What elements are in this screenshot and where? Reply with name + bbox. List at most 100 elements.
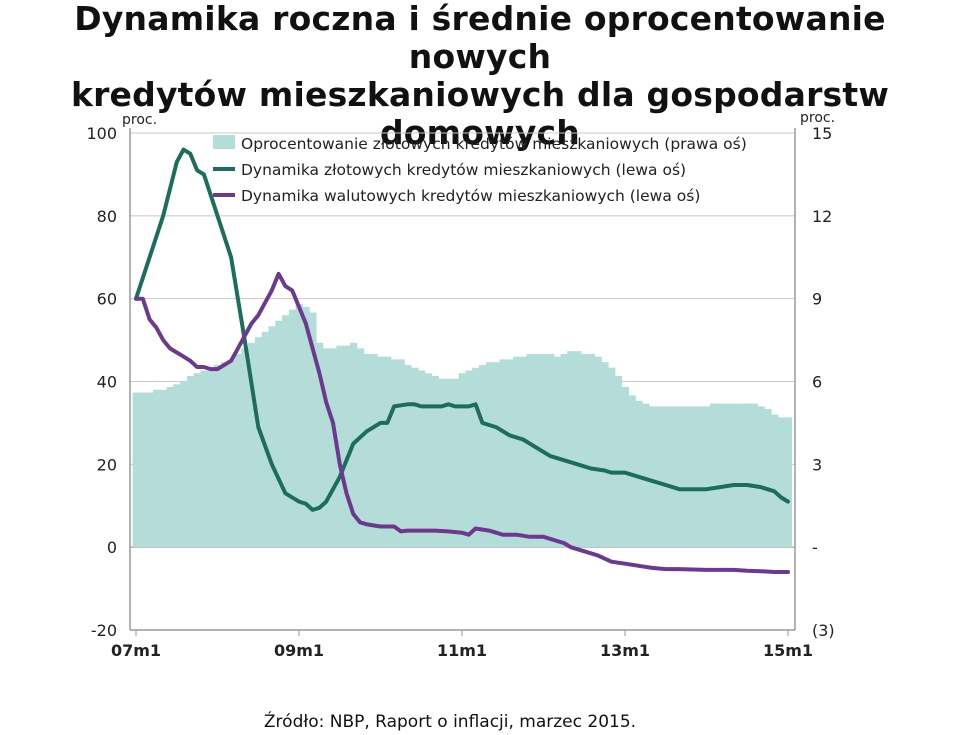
left-tick-label: 20	[97, 455, 117, 474]
area-bar	[309, 312, 317, 548]
line-walutowe-series	[134, 271, 790, 574]
left-tick-label: 40	[97, 373, 117, 392]
left-tick-label: 60	[97, 290, 117, 309]
area-bar	[472, 367, 480, 548]
area-bar	[214, 364, 222, 548]
area-bar	[784, 417, 792, 548]
area-bar	[248, 342, 256, 548]
right-tick-label: 15	[812, 124, 832, 143]
area-bar	[608, 367, 616, 548]
area-bar	[499, 359, 507, 548]
area-bar	[587, 353, 596, 548]
area-bar	[737, 403, 745, 548]
area-bar	[601, 362, 609, 548]
area-bar	[764, 409, 772, 548]
legend-item-zloty: Dynamika złotowych kredytów mieszkaniowy…	[241, 161, 686, 179]
area-bar	[567, 351, 575, 548]
area-bar	[594, 356, 602, 548]
legend-item-oprocentowanie: Oprocentowanie złotowych kredytów mieszk…	[241, 135, 747, 153]
x-tick-label: 15m1	[763, 641, 813, 660]
area-bar	[777, 417, 786, 548]
area-bar	[200, 370, 208, 548]
area-bar	[152, 389, 161, 548]
area-bar	[485, 362, 494, 548]
area-bar	[424, 373, 433, 548]
area-bar	[560, 353, 568, 548]
area-bar	[743, 403, 752, 548]
right-tick-label: 12	[812, 207, 832, 226]
x-tick-label: 09m1	[274, 641, 324, 660]
area-bar	[220, 362, 229, 548]
line-series-group	[134, 147, 790, 574]
area-bar	[166, 387, 174, 548]
left-tick-label: -20	[91, 621, 117, 640]
area-bar	[696, 406, 704, 548]
area-bar	[159, 389, 168, 548]
area-bar	[207, 367, 215, 548]
area-bar	[709, 403, 718, 548]
area-bar	[139, 392, 147, 548]
area-bar	[356, 348, 365, 548]
area-bar	[512, 356, 521, 548]
area-bar	[404, 364, 412, 548]
area-bar	[254, 337, 263, 548]
area-bar	[662, 406, 670, 548]
area-bar	[363, 353, 371, 548]
area-bar	[451, 378, 460, 548]
area-bar	[648, 406, 657, 548]
area-bar	[519, 356, 528, 548]
area-bar	[682, 406, 691, 548]
area-bar	[703, 406, 711, 548]
area-bar	[574, 351, 582, 548]
chart-title-line-1: Dynamika roczna i średnie oprocentowanie…	[74, 0, 886, 76]
area-bar	[458, 373, 466, 548]
area-bar	[621, 387, 629, 548]
area-bar	[322, 348, 331, 548]
area-bar	[186, 375, 195, 548]
chart-title: Dynamika roczna i średnie oprocentowanie…	[0, 0, 960, 152]
area-bar	[716, 403, 725, 548]
area-bar	[302, 306, 310, 548]
right-tick-label: 9	[812, 290, 822, 309]
area-bar	[275, 320, 283, 548]
legend: Oprocentowanie złotowych kredytów mieszk…	[213, 135, 747, 205]
tick-labels-group: 100 80 60 40 20 0 -20 15 12 9 6 3 - (3) proc. proc. 07m1…	[86, 110, 835, 660]
right-tick-label: (3)	[812, 621, 835, 640]
area-bar	[146, 392, 154, 548]
area-bar	[329, 348, 337, 548]
area-bar	[431, 375, 439, 548]
area-bar	[675, 406, 684, 548]
area-bar	[445, 378, 453, 548]
area-bar	[288, 309, 297, 548]
area-bar	[553, 356, 562, 548]
area-bar	[268, 326, 276, 548]
area-bar	[478, 364, 487, 548]
line-zloty-series	[134, 147, 790, 512]
source-note: Źródło: NBP, Raport o inflacji, marzec 2…	[263, 712, 637, 732]
right-tick-label: 3	[812, 455, 822, 474]
x-tick-label: 13m1	[600, 641, 650, 660]
area-bar	[397, 359, 405, 548]
chart-title-line-2: kredytów mieszkaniowych dla gospodarstw …	[70, 75, 890, 152]
area-bar	[336, 345, 344, 548]
area-bar	[669, 406, 677, 548]
legend-item-walutowe: Dynamika walutowych kredytów mieszkaniow…	[241, 187, 700, 205]
area-bar	[730, 403, 738, 548]
area-bar	[641, 403, 650, 548]
axes-group	[129, 128, 796, 636]
area-bar	[132, 392, 140, 548]
area-bar	[383, 356, 392, 548]
area-bar	[580, 353, 589, 548]
area-bar	[689, 406, 697, 548]
area-bar	[546, 353, 555, 548]
right-axis-unit: proc.	[800, 110, 835, 126]
area-bar	[492, 362, 500, 548]
area-bar	[417, 370, 426, 548]
area-bar	[343, 345, 351, 548]
left-tick-label: 0	[107, 538, 117, 557]
area-bar	[180, 381, 188, 548]
right-tick-label: 6	[812, 373, 822, 392]
chart-svg: 100 80 60 40 20 0 -20 15 12 9 6 3 - (3) proc. proc. 07m1…	[86, 110, 835, 660]
area-bar	[261, 331, 270, 548]
x-tick-label: 07m1	[111, 641, 161, 660]
